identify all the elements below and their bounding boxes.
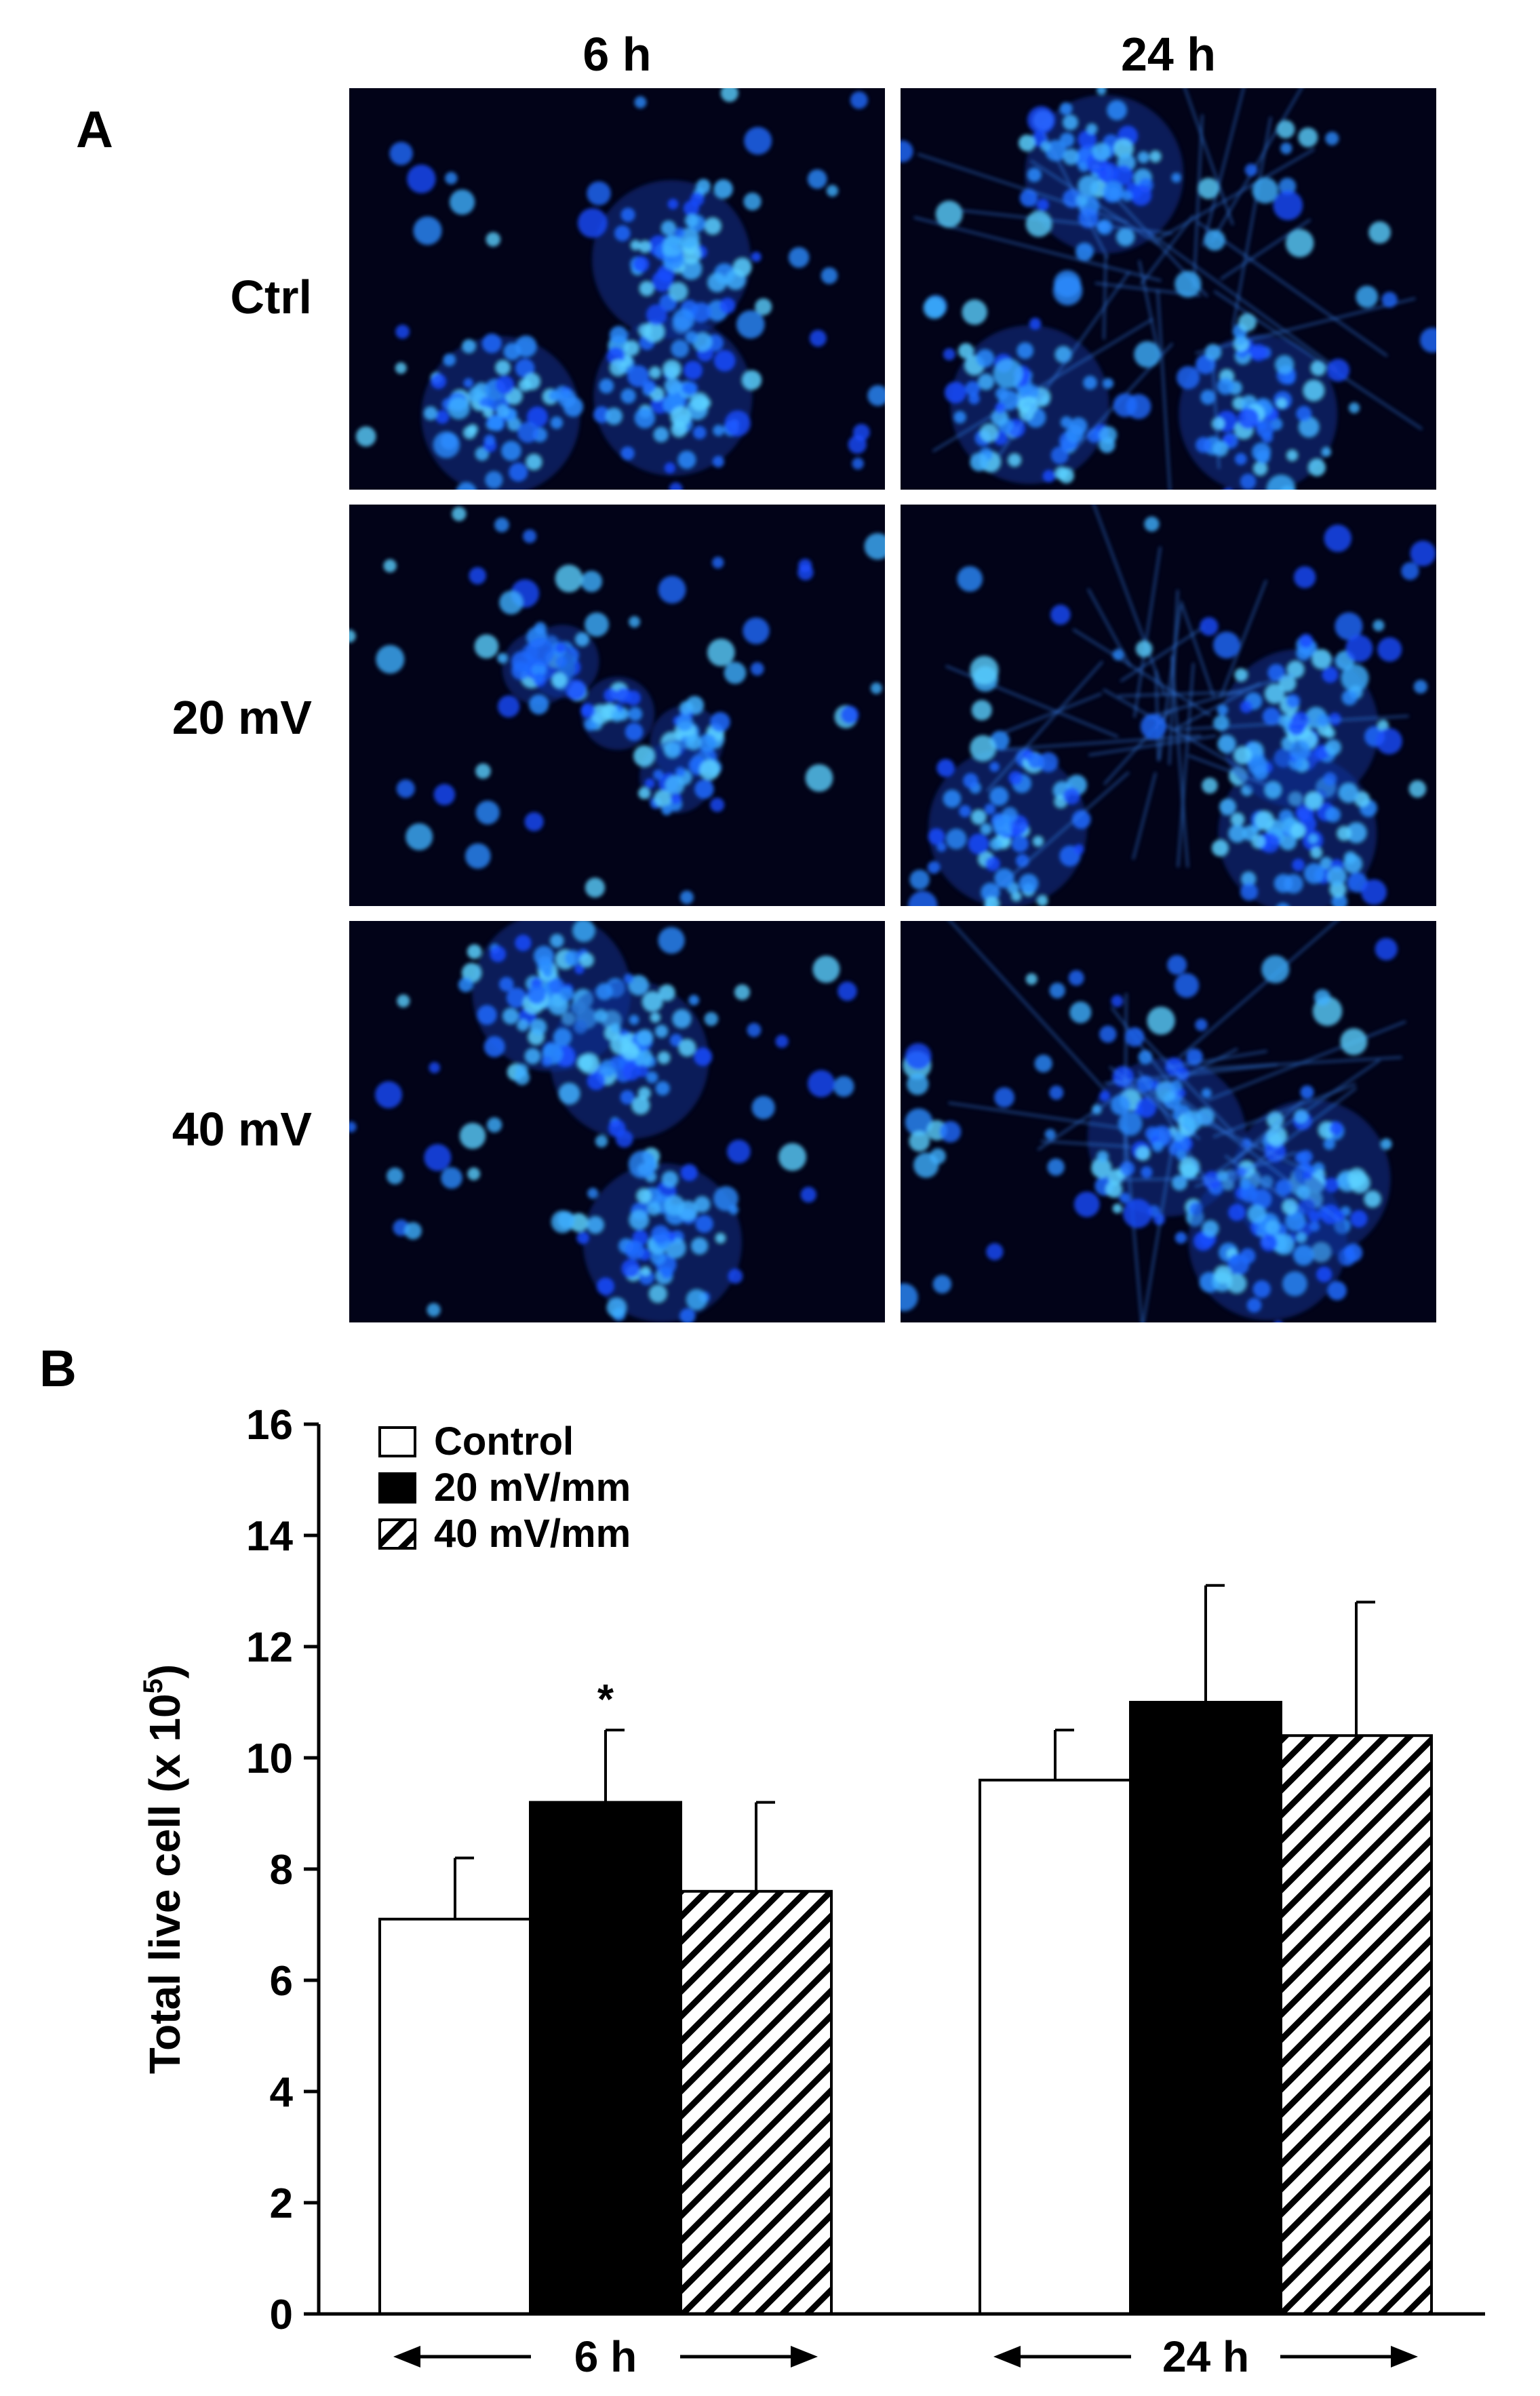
- row-header-40mv: 40 mV: [172, 1103, 312, 1156]
- legend-label-0: Control: [434, 1419, 574, 1464]
- micrograph-ctrl-6h: [349, 88, 885, 490]
- group-arrowhead-left-1: [993, 2346, 1021, 2368]
- group-label-0: 6 h: [574, 2332, 637, 2381]
- y-tick-label-0: 0: [270, 2292, 293, 2338]
- group-label-1: 24 h: [1162, 2332, 1249, 2381]
- bar-0-0: [378, 1917, 532, 2316]
- y-tick-label-8: 16: [246, 1402, 293, 1449]
- micrograph-40mv-24h: [901, 921, 1436, 1322]
- y-tick-label-4: 8: [270, 1847, 293, 1893]
- micrograph-20mv-24h-image: [901, 505, 1436, 906]
- y-tick-label-6: 12: [246, 1624, 293, 1671]
- y-tick-label-2: 4: [270, 2069, 294, 2116]
- bar-0-1: [529, 1801, 682, 2316]
- bar-1-1: [1129, 1701, 1282, 2315]
- micrograph-40mv-6h: [349, 921, 885, 1322]
- micrograph-20mv-6h: [349, 505, 885, 906]
- legend-label-2: 40 mV/mm: [434, 1512, 631, 1556]
- y-tick-label-3: 6: [270, 1958, 293, 2005]
- column-header-24h: 24 h: [1120, 28, 1217, 81]
- row-header-ctrl: Ctrl: [230, 271, 312, 323]
- micrograph-40mv-24h-image: [901, 921, 1436, 1322]
- group-arrowhead-left-0: [393, 2346, 420, 2368]
- micrograph-40mv-6h-image: [349, 921, 885, 1322]
- bar-1-0: [979, 1778, 1132, 2316]
- panel-a-label: A: [76, 101, 113, 159]
- legend-swatch-0: [378, 1426, 416, 1457]
- group-arrowhead-right-0: [791, 2346, 818, 2368]
- y-tick-label-7: 14: [246, 1513, 293, 1560]
- bar-0-2: [679, 1889, 833, 2316]
- y-tick-label-5: 10: [246, 1735, 293, 1782]
- micrograph-ctrl-24h-image: [901, 88, 1436, 490]
- row-header-20mv: 20 mV: [172, 691, 312, 744]
- column-header-6h: 6 h: [583, 28, 652, 81]
- legend-swatch-2: [378, 1518, 416, 1550]
- group-arrowhead-right-1: [1391, 2346, 1418, 2368]
- significance-marker-0: *: [597, 1676, 614, 1723]
- micrograph-20mv-6h-image: [349, 505, 885, 906]
- y-tick-label-1: 2: [270, 2180, 293, 2227]
- legend-label-1: 20 mV/mm: [434, 1466, 631, 1510]
- micrograph-ctrl-6h-image: [349, 88, 885, 490]
- legend-swatch-1: [378, 1472, 416, 1504]
- micrograph-ctrl-24h: [901, 88, 1436, 490]
- bar-1-2: [1280, 1734, 1433, 2315]
- panel-b-label: B: [39, 1340, 77, 1398]
- y-axis-title: Total live cell (x 105): [138, 1664, 189, 2074]
- micrograph-20mv-24h: [901, 505, 1436, 906]
